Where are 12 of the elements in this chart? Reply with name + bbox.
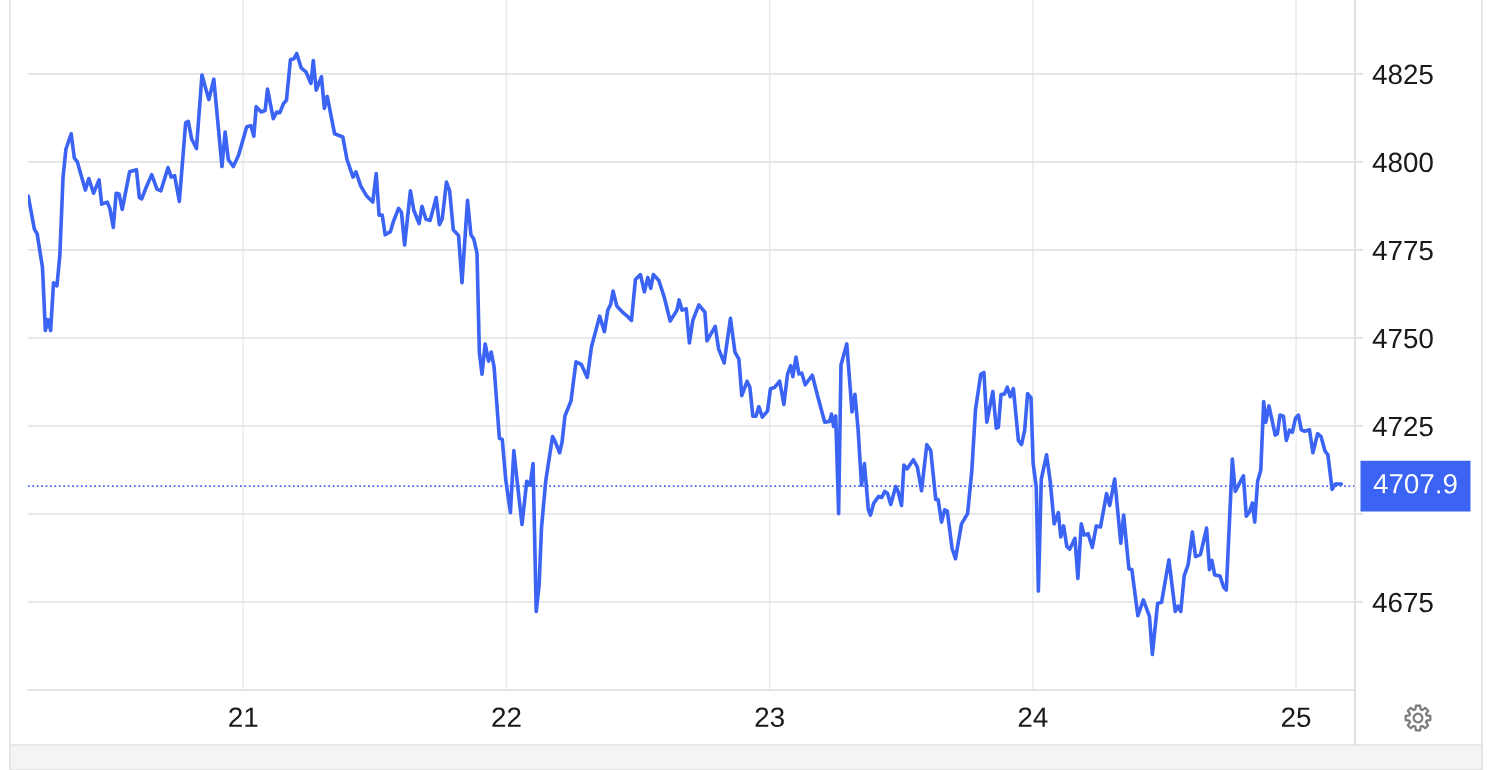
ref-line-label: 4707.9 [1373,473,1457,494]
x-tick-label: 21 [229,707,258,727]
y-tick-label: 4775 [1372,240,1433,261]
x-tick-label: 23 [755,707,784,728]
y-tick-label: 4800 [1372,152,1433,173]
y-tick-label: 4675 [1372,592,1433,613]
y-tick-label: 4725 [1372,416,1433,437]
x-tick-label: 25 [1282,707,1311,728]
y-tick-label: 4750 [1372,328,1433,349]
x-tick-label: 24 [1018,707,1048,727]
y-tick-label: 4825 [1372,64,1433,85]
x-tick-label: 22 [492,707,521,727]
